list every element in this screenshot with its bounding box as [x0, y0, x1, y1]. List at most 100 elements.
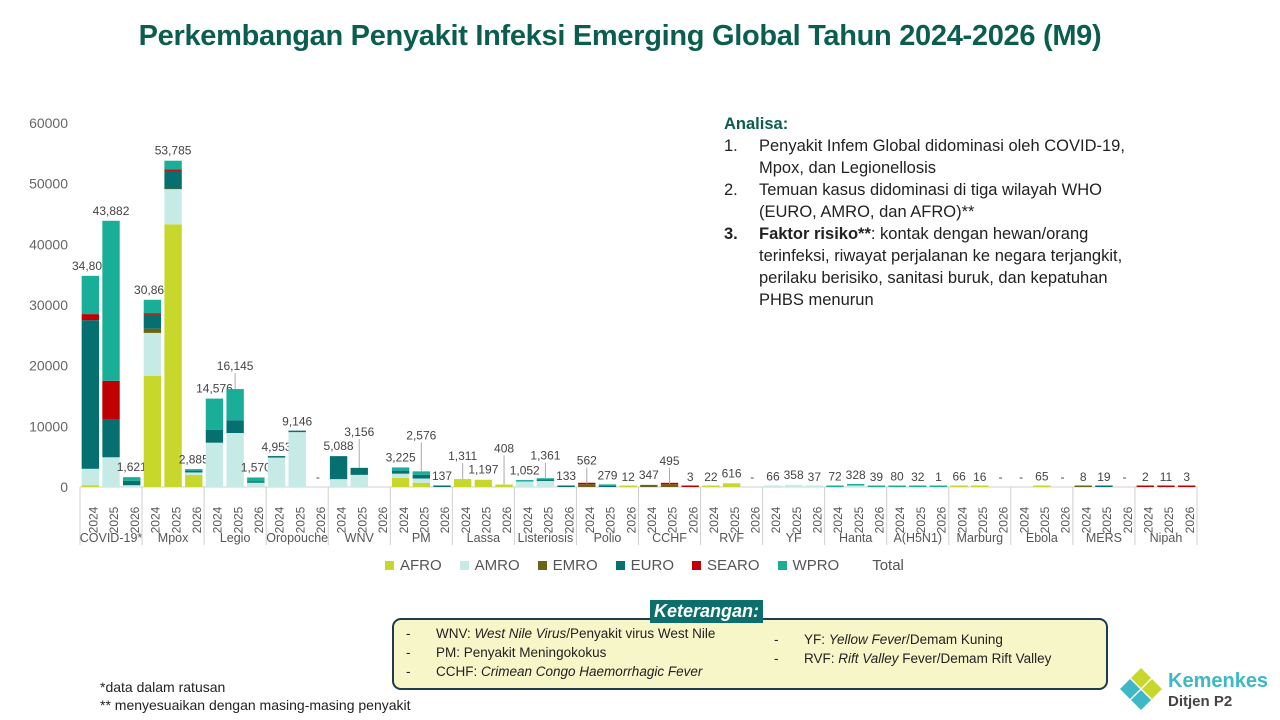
year-tick-label: 2026: [252, 506, 266, 533]
data-label: 3: [1183, 470, 1190, 484]
analysis-item-line: (EURO, AMRO, dan AFRO)**: [759, 203, 975, 221]
bullet-dash: -: [406, 626, 411, 641]
analysis-item-line: Penyakit Infem Global didominasi oleh CO…: [759, 137, 1125, 155]
data-label: -: [1019, 470, 1023, 484]
bar-segment-euro: [185, 470, 203, 473]
y-tick-label: 50000: [29, 176, 68, 192]
bar-segment-wpro: [516, 480, 534, 482]
data-label: -: [316, 470, 320, 484]
bar-segment-euro: [247, 481, 265, 483]
group-label: Marburg: [957, 531, 1004, 545]
bar-segment-euro: [598, 485, 617, 487]
bar-segment-afro: [619, 485, 637, 487]
bar-segment-wpro: [123, 477, 141, 481]
bar-segment-amro: [226, 433, 244, 487]
bar-segment-afro: [81, 485, 100, 487]
year-tick-label: 2024: [707, 506, 721, 533]
abbr: PM:: [436, 645, 464, 660]
bar-segment-euro: [329, 456, 348, 480]
bar-segment-euro: [226, 420, 244, 434]
y-tick-label: 40000: [29, 236, 68, 252]
bullet-dash: -: [774, 651, 779, 666]
group-label: Oropouche: [266, 531, 328, 545]
data-label: 22: [704, 470, 718, 484]
group-label: COVID-19*: [80, 531, 143, 545]
year-tick-label: 2024: [645, 506, 659, 533]
group-label: YF: [786, 531, 802, 545]
analysis-item: 3. Faktor risiko**: kontak dengan hewan/o…: [724, 223, 1244, 311]
bar-segment-searo: [1177, 485, 1196, 487]
year-tick-label: 2026: [686, 506, 700, 533]
bar-segment-wpro: [909, 485, 927, 487]
y-tick-label: 0: [60, 479, 68, 495]
year-tick-label: 2026: [438, 506, 452, 533]
year-tick-label: 2024: [831, 506, 845, 533]
analysis-item-line: Mpox, dan Legionellosis: [759, 159, 937, 177]
bar-segment-amro: [164, 189, 182, 225]
logo-name: Kemenkes: [1168, 670, 1269, 692]
bar-segment-euro: [123, 480, 141, 486]
bar-segment-amro: [288, 432, 306, 487]
year-tick-label: 2024: [1079, 506, 1093, 533]
term-italic: Crimean Congo Haemorrhagic Fever: [481, 664, 703, 679]
year-tick-label: 2026: [997, 506, 1011, 533]
data-label: 53,785: [155, 144, 192, 158]
keterangan-column-2: - YF: Yellow Fever/Demam Kuning - RVF: Rift…: [774, 630, 1051, 668]
bar-segment-afro: [702, 485, 720, 487]
year-tick-label: 2025: [1162, 506, 1176, 533]
year-tick-label: 2024: [149, 506, 163, 533]
bar-segment-euro: [350, 467, 368, 475]
legend-label: Total: [872, 557, 904, 574]
group-label: Legio: [220, 531, 251, 545]
data-label: 1,197: [468, 463, 498, 477]
data-label: 1: [935, 470, 942, 484]
year-tick-label: 2026: [1121, 506, 1135, 533]
bar-segment-wpro: [867, 485, 886, 487]
legend-swatch: [459, 561, 469, 570]
legend-item-amro: AMRO: [459, 557, 520, 574]
legend-item-emro: EMRO: [537, 557, 598, 574]
analysis-item-line: PHBS menurun: [759, 291, 874, 309]
keterangan-item: - YF: Yellow Fever/Demam Kuning: [774, 630, 1051, 649]
bar-segment-euro: [557, 485, 575, 487]
legend-item-total: Total: [857, 557, 904, 574]
abbr: RVF:: [804, 651, 839, 666]
data-label: 133: [556, 469, 576, 483]
data-label: 32: [911, 470, 925, 484]
data-label: 1,361: [530, 449, 560, 463]
analysis-item-line: perilaku berisiko, sanitasi buruk, dan k…: [759, 269, 1108, 287]
bar-segment-searo: [143, 313, 162, 315]
keterangan-text: RVF: Rift Valley Fever/Demam Rift Valley: [804, 649, 1051, 668]
year-tick-label: 2025: [107, 506, 121, 533]
data-label: 16: [973, 470, 987, 484]
data-label: 3,156: [344, 425, 374, 439]
data-label: 1,621: [117, 460, 147, 474]
analysis-item: 1. Penyakit Infem Global didominasi oleh …: [724, 135, 1244, 179]
group-label: Polio: [594, 531, 622, 545]
bar-segment-euro: [267, 456, 286, 458]
bar-segment-wpro: [826, 485, 844, 487]
abbr: CCHF:: [436, 664, 481, 679]
bar-segment-wpro: [205, 398, 224, 430]
data-label: 43,882: [93, 204, 130, 218]
footnote-2: ** menyesuaikan dengan masing-masing pen…: [100, 697, 411, 713]
bar-segment-euro: [288, 430, 306, 433]
group-label: Hanta: [839, 531, 872, 545]
term-rest: /Demam Kuning: [906, 632, 1003, 647]
term-italic: Yellow Fever: [828, 632, 907, 647]
year-tick-label: 2026: [500, 506, 514, 533]
bar-segment-amro: [536, 480, 555, 487]
bar-segment-amro: [847, 485, 865, 487]
year-tick-label: 2025: [914, 506, 928, 533]
chart-legend: AFRO AMRO EMRO EURO SEARO WPRO Total: [385, 557, 904, 574]
bar-segment-amro: [81, 468, 100, 486]
bar-segment-wpro: [598, 484, 617, 486]
year-tick-label: 2026: [624, 506, 638, 533]
group-label: CCHF: [652, 531, 687, 545]
bar-segment-wpro: [81, 275, 100, 315]
bar-segment-amro: [329, 479, 348, 487]
bar-segment-emro: [660, 484, 679, 487]
keterangan-text: PM: Penyakit Meningokokus: [436, 643, 606, 662]
bar-segment-afro: [143, 375, 162, 487]
legend-item-afro: AFRO: [385, 557, 442, 574]
